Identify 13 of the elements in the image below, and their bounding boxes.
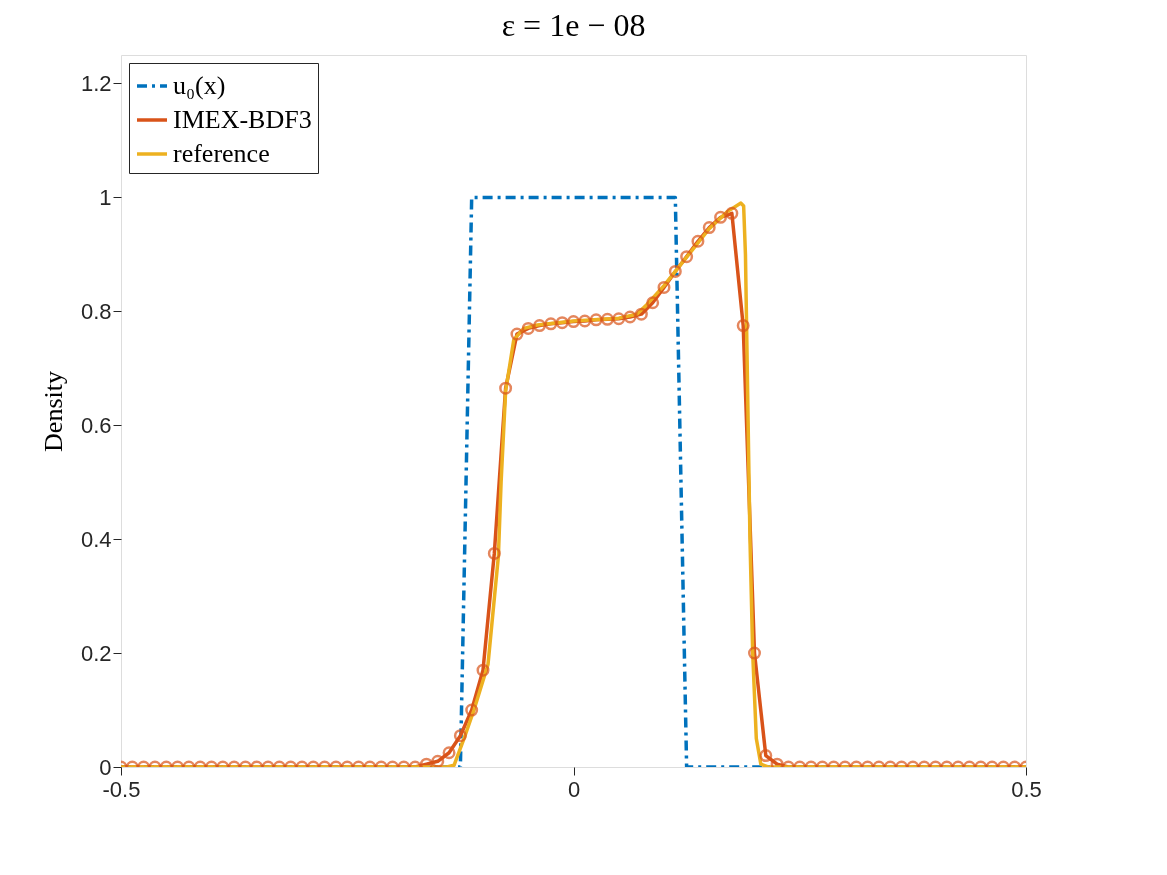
y-tick-label: 0.8 xyxy=(80,298,112,324)
legend-label: u₀(x) xyxy=(173,71,226,100)
chart-title: ε = 1e − 08 xyxy=(501,7,646,43)
y-tick-label: 1 xyxy=(99,184,112,210)
y-tick-label: 0.2 xyxy=(80,640,112,666)
y-tick-label: 0.4 xyxy=(80,526,112,552)
y-tick-label: 1.2 xyxy=(80,70,112,96)
y-tick-label: 0.6 xyxy=(80,412,112,438)
x-tick-label: 0.5 xyxy=(1011,776,1042,802)
legend-label: IMEX-BDF3 xyxy=(173,105,312,134)
y-axis-title: Density xyxy=(38,371,68,452)
legend-label: reference xyxy=(173,139,270,168)
x-tick-label: 0 xyxy=(567,776,581,802)
